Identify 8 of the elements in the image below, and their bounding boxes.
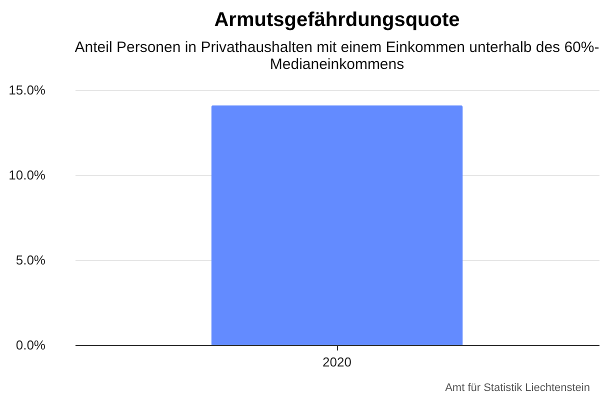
chart-title: Armutsgefährdungsquote [214,9,460,31]
chart-subtitle: Anteil Personen in Privathaushalten mit einem Einkommen unterhalb des 60%-Medianeinkommens [74,39,600,73]
y-tick-label: 10.0% [8,168,46,182]
y-tick-label: 15.0% [8,82,46,98]
y-tick-label: 0.0% [16,338,46,352]
x-tick-label: 2020 [322,354,352,370]
y-tick-label: 5.0% [16,252,46,268]
text: Amt für Statistik Liechtenstein [445,382,590,394]
